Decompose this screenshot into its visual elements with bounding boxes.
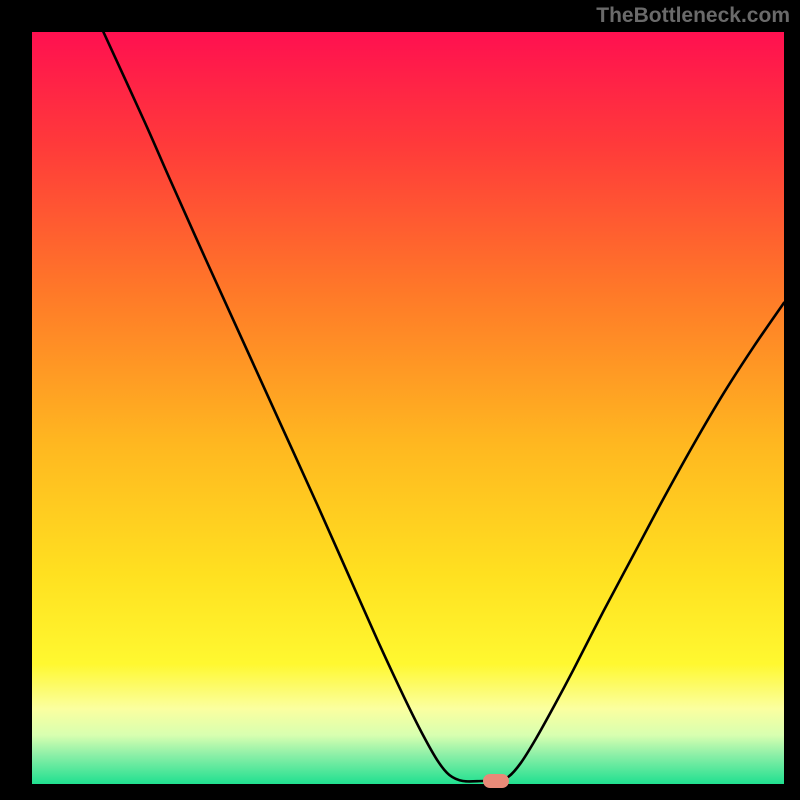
plot-background [32, 32, 784, 784]
chart-svg [0, 0, 800, 800]
minimum-marker [483, 774, 509, 788]
chart-container: TheBottleneck.com [0, 0, 800, 800]
watermark-text: TheBottleneck.com [596, 4, 790, 28]
